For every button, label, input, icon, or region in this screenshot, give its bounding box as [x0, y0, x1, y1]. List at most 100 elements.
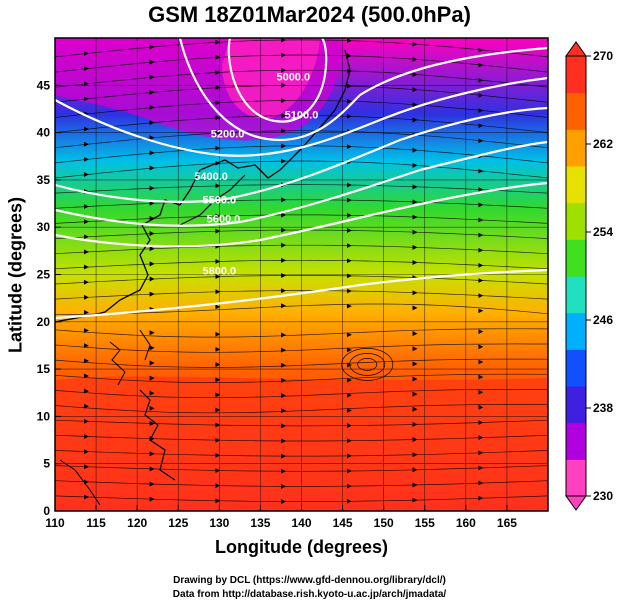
x-tick-label: 135: [250, 516, 270, 530]
colorbar-tick-label: 262: [593, 137, 613, 151]
vortex-ring: [341, 348, 394, 381]
colorbar-segment: [566, 312, 586, 350]
contour-label: 5600.0: [207, 213, 241, 225]
streamline: [55, 199, 548, 209]
colorbar-frame: [565, 55, 587, 497]
field-area: 5000.0 5100.0 5200.0 5400.0 5500.0 5600.0 5800…: [55, 38, 548, 511]
contour-line: [55, 140, 548, 227]
x-tick-label: 145: [333, 516, 353, 530]
streamline: [55, 54, 548, 73]
colorbar-segment: [566, 239, 586, 277]
contour-line: [55, 268, 548, 320]
x-tick-label: 160: [456, 516, 476, 530]
colorbar-bottom-arrow: [565, 495, 587, 511]
streamline: [55, 145, 548, 164]
colorbar-segment: [566, 56, 586, 94]
colorbar-tick-label: 238: [593, 401, 613, 415]
streamline: [55, 404, 548, 414]
contour-label: 5400.0: [194, 171, 228, 183]
streamline: [55, 130, 548, 149]
y-tick-label: 5: [43, 457, 50, 471]
streamlines: [55, 38, 548, 505]
y-tick-label: 20: [37, 315, 51, 329]
y-axis-label: Latitude (degrees): [5, 196, 26, 354]
x-axis-label: Longitude (degrees): [214, 537, 388, 557]
streamline: [55, 160, 548, 179]
x-axis-ticks: 110 115 120 125 130 135 140 145 150 155 160 165: [45, 505, 517, 530]
x-tick-label: 115: [86, 516, 106, 530]
vortex-ring: [349, 353, 386, 376]
x-tick-label: 110: [45, 516, 65, 530]
streamline: [55, 434, 548, 442]
colorbar-tick-label: 230: [593, 489, 613, 503]
colorbar-segment: [566, 92, 586, 130]
contour-label: 5200.0: [211, 128, 245, 140]
streamline: [55, 259, 548, 270]
streamline: [55, 343, 548, 353]
credit-drawing: Drawing by DCL (https://www.gfd-dennou.o…: [173, 575, 446, 586]
y-axis-ticks: 0 5 10 15 20 25 30 35 40 45: [37, 78, 61, 518]
colorbar-segment: [566, 422, 586, 460]
streamline: [55, 214, 548, 224]
streamline: [55, 388, 548, 399]
cold-core-center: [222, 38, 320, 119]
streamline: [55, 495, 548, 502]
colorbar-segment: [566, 202, 586, 240]
x-tick-label: 150: [374, 516, 394, 530]
x-tick-label: 165: [497, 516, 517, 530]
colorbar-segment: [566, 349, 586, 387]
streamline: [55, 480, 548, 487]
streamline: [55, 450, 548, 457]
streamline: [55, 290, 548, 300]
streamline: [55, 358, 548, 368]
y-tick-label: 15: [37, 362, 51, 376]
streamline: [55, 465, 548, 472]
contour-labels: 5000.0 5100.0 5200.0 5400.0 5500.0 5600.0 5800…: [194, 72, 318, 278]
x-tick-label: 155: [415, 516, 435, 530]
streamline: [55, 275, 548, 285]
colorbar: 230 238 246 254 262 270: [565, 41, 613, 511]
y-tick-label: 35: [37, 173, 51, 187]
contour-label: 5000.0: [276, 72, 310, 84]
y-tick-label: 40: [37, 126, 51, 140]
colorbar-top-arrow: [565, 41, 587, 57]
colorbar-segment: [566, 276, 586, 314]
colorbar-tick-label: 254: [593, 225, 613, 239]
x-tick-label: 140: [291, 516, 311, 530]
credit-data: Data from http://database.rish.kyoto-u.a…: [172, 589, 447, 600]
chart-title: GSM 18Z01Mar2024 (500.0hPa): [148, 2, 471, 27]
contour-line: [178, 38, 548, 142]
contour-line: [227, 38, 328, 123]
streamline: [55, 39, 548, 58]
contour-line: [55, 181, 548, 248]
height-contours: [55, 38, 548, 320]
streamline: [55, 419, 548, 427]
streamline: [55, 373, 548, 383]
contour-line: [55, 106, 548, 203]
streamline: [55, 303, 548, 316]
streamline: [55, 184, 548, 194]
y-tick-label: 30: [37, 220, 51, 234]
colorbar-segment: [566, 459, 586, 497]
colorbar-tick-label: 270: [593, 49, 613, 63]
x-tick-label: 120: [127, 516, 147, 530]
y-tick-label: 0: [43, 504, 50, 518]
colorbar-segment: [566, 129, 586, 167]
contour-label: 5100.0: [285, 109, 319, 121]
streamline: [55, 244, 548, 255]
contour-line: [55, 76, 548, 157]
contour-label: 5800.0: [203, 266, 237, 278]
contour-label: 5500.0: [203, 195, 237, 207]
vortex-ring: [357, 358, 378, 371]
colorbar-segment: [566, 166, 586, 204]
y-tick-label: 25: [37, 268, 51, 282]
streamline: [55, 328, 548, 338]
x-tick-label: 130: [209, 516, 229, 530]
x-tick-label: 125: [168, 516, 188, 530]
y-tick-label: 45: [37, 78, 51, 92]
streamline: [55, 69, 548, 88]
colorbar-tick-label: 246: [593, 313, 613, 327]
colorbar-segment: [566, 386, 586, 424]
streamline: [55, 100, 548, 118]
